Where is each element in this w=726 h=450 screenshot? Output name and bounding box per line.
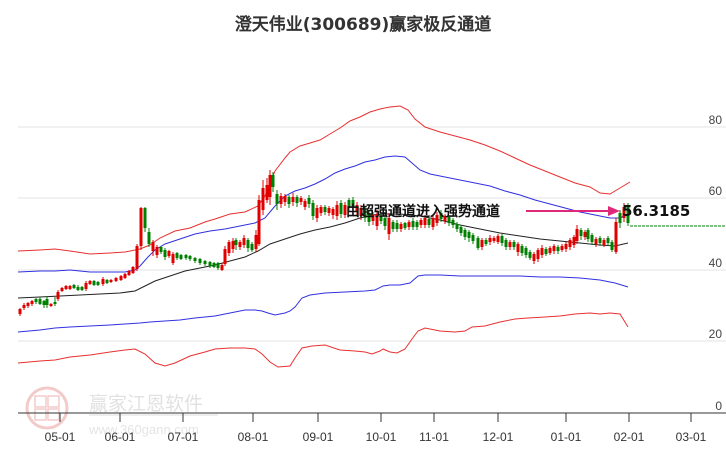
watermark-url: www.360gann.com (88, 422, 199, 437)
x-tick-07-01: 07-01 (168, 430, 199, 444)
grid-lines (18, 126, 726, 342)
x-tick-03-01: 03-01 (676, 430, 707, 444)
x-tick-05-01: 05-01 (45, 430, 76, 444)
watermark-logo-icon (25, 386, 69, 430)
x-tick-02-01: 02-01 (614, 430, 645, 444)
price-label: 56.3185 (622, 202, 690, 220)
x-tick-11-01: 11-01 (419, 430, 449, 444)
watermark: 赢家江恩软件 www.360gann.com (25, 386, 218, 437)
x-tick-09-01: 09-01 (303, 430, 334, 444)
x-tick-08-01: 08-01 (238, 430, 269, 444)
candlesticks (18, 170, 630, 316)
y-tick-20: 20 (709, 327, 723, 341)
inner-lower-band (17, 274, 629, 333)
watermark-name: 赢家江恩软件 (89, 393, 203, 415)
inner-upper-band (17, 155, 629, 273)
annotation-arrow-icon (526, 206, 620, 216)
chart-title: 澄天伟业(300689)赢家极反通道 (234, 15, 492, 35)
x-tick-06-01: 06-01 (105, 430, 136, 444)
x-tick-12-01: 12-01 (483, 430, 514, 444)
middle-line (17, 213, 629, 299)
y-tick-0: 0 (715, 399, 722, 413)
y-axis: 80 60 40 20 0 (709, 113, 723, 413)
channel-annotation: 由超强通道进入强势通道 (346, 203, 500, 220)
y-tick-60: 60 (709, 184, 723, 198)
x-tick-10-01: 10-01 (366, 430, 397, 444)
outer-lower-band (17, 312, 629, 368)
y-tick-40: 40 (709, 256, 723, 270)
x-axis: 05-01 06-01 07-01 08-01 09-01 10-01 11-0… (18, 412, 726, 444)
x-tick-01-01: 01-01 (551, 430, 582, 444)
y-tick-80: 80 (709, 113, 723, 127)
